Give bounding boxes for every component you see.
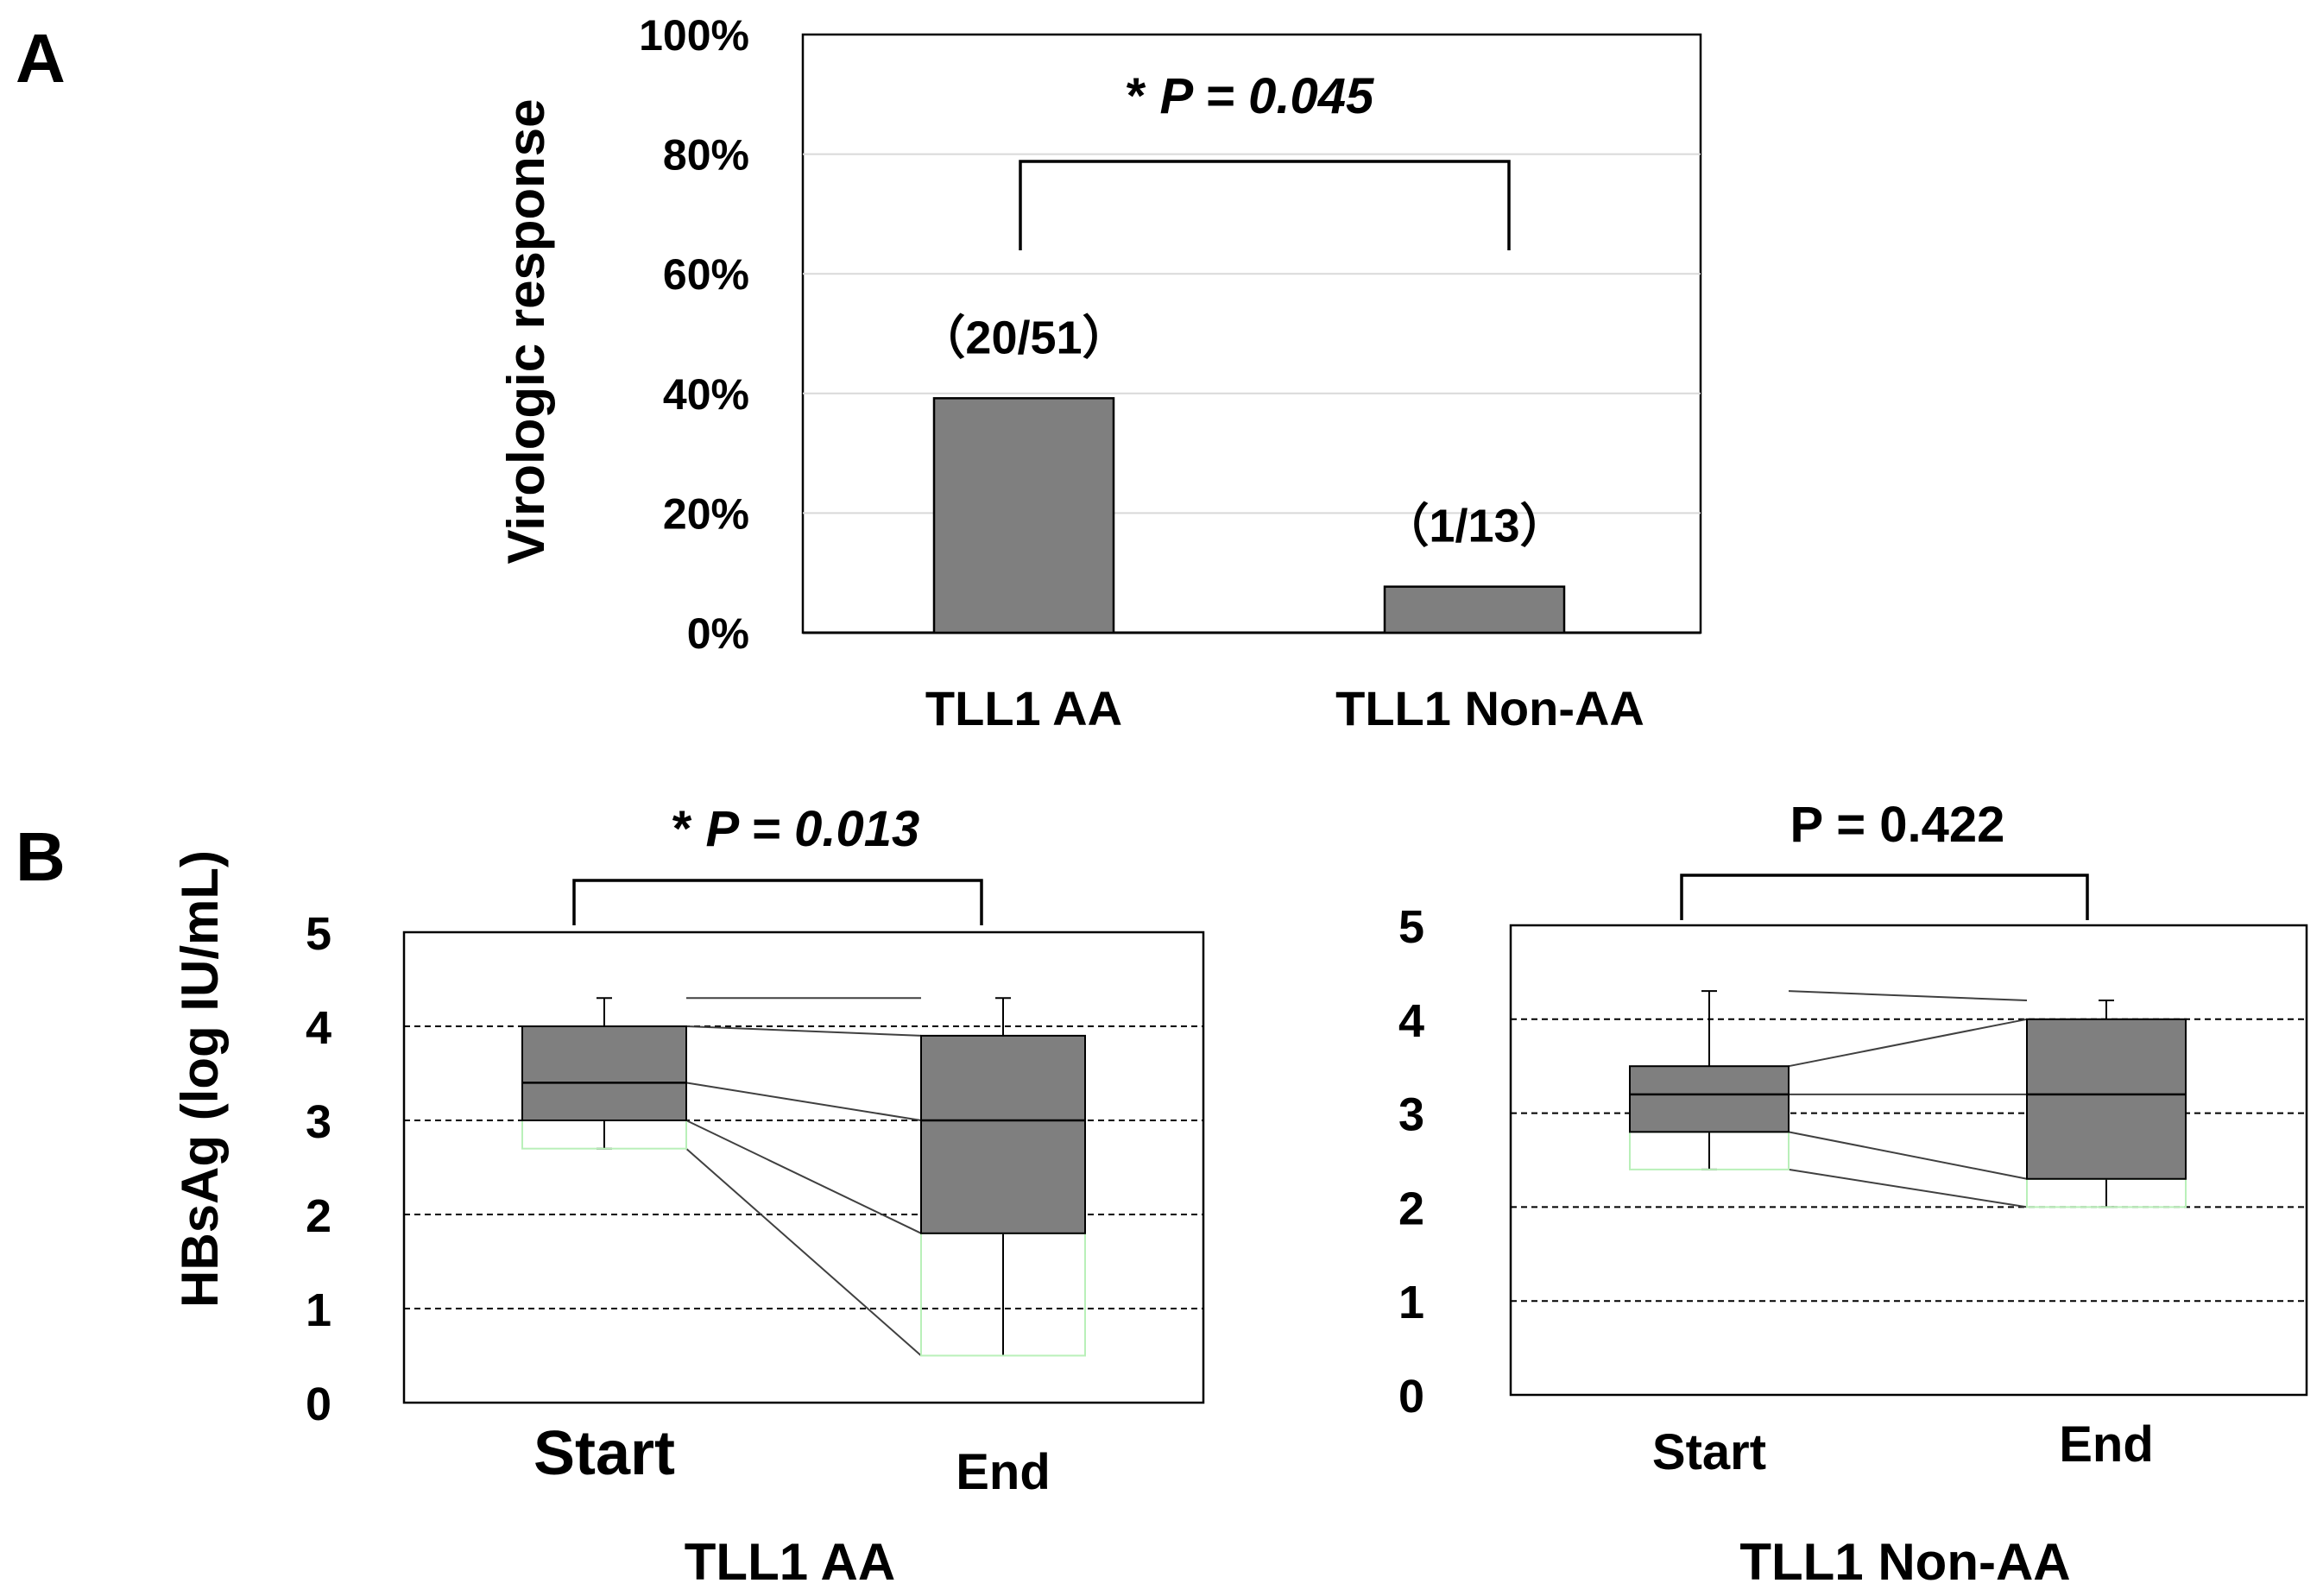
y-tick-label: 2 <box>306 1190 331 1242</box>
significance-label: P = 0.422 <box>1790 797 2005 853</box>
y-tick-label: 2 <box>1398 1183 1424 1234</box>
x-tick-label: TLL1 Non-AA <box>1335 681 1644 735</box>
chart-b-left: 0 1 2 3 4 5 Start End * P = 0.013 TLL1 AA HBsAg (l… <box>171 801 1205 1591</box>
y-axis-label: HBsAg (log IU/mL) <box>171 850 229 1308</box>
bar-value-label: （1/13） <box>1382 501 1566 552</box>
y-tick-label: 80% <box>663 131 749 180</box>
panel-b-label: B <box>16 818 66 895</box>
y-tick-label: 1 <box>306 1284 331 1336</box>
bar <box>932 397 1115 634</box>
y-tick-label: 100% <box>639 11 749 60</box>
x-tick-label: End <box>956 1444 1051 1500</box>
paired-line <box>685 1147 922 1357</box>
x-tick-label: End <box>2059 1416 2154 1473</box>
box <box>1629 1065 1790 1133</box>
y-tick-label: 3 <box>306 1096 331 1148</box>
significance-bracket <box>572 879 983 925</box>
chart-a: 0% 20% 40% 60% 80% 100% （20/51） TLL1 AA （1/13） TL… <box>497 11 1702 735</box>
y-tick-label: 5 <box>1398 901 1424 953</box>
paired-line <box>685 1025 922 1037</box>
box <box>2026 1018 2187 1180</box>
paired-line <box>1788 1018 2028 1068</box>
y-tick-label: 3 <box>1398 1089 1424 1141</box>
significance-label: * P = 0.013 <box>672 801 919 857</box>
y-tick-label: 1 <box>1398 1277 1424 1328</box>
bar-value-label: （20/51） <box>918 312 1128 363</box>
y-tick-label: 4 <box>1398 995 1424 1047</box>
box <box>920 1034 1086 1234</box>
significance-label: * P = 0.045 <box>1127 68 1374 124</box>
paired-line <box>1788 990 2028 1002</box>
paired-line <box>685 1120 922 1234</box>
significance-bracket <box>1680 874 2089 920</box>
paired-line <box>1788 1131 2028 1180</box>
y-tick-label: 5 <box>306 908 331 960</box>
chart-b-right: 0 1 2 3 4 5 Start End P = 0.422 TLL1 Non-AA <box>1398 797 2308 1591</box>
panel-a-label: A <box>16 20 66 97</box>
chart-title: TLL1 AA <box>685 1533 895 1591</box>
y-tick-label: 20% <box>663 489 749 538</box>
y-tick-label: 4 <box>306 1002 331 1054</box>
x-tick-label: Start <box>533 1419 675 1488</box>
x-tick-label: TLL1 AA <box>925 681 1122 735</box>
paired-line <box>685 1082 922 1121</box>
y-tick-label: 0 <box>1398 1371 1424 1423</box>
paired-line <box>1788 1168 2028 1208</box>
y-axis-label: Virologic response <box>497 98 555 564</box>
y-tick-label: 0% <box>687 609 749 658</box>
y-tick-label: 60% <box>663 250 749 299</box>
chart-title: TLL1 Non-AA <box>1739 1533 2070 1591</box>
y-tick-label: 0 <box>306 1378 331 1430</box>
box <box>521 1025 687 1121</box>
bar <box>1383 585 1566 634</box>
x-tick-label: Start <box>1652 1424 1766 1480</box>
y-tick-label: 40% <box>663 370 749 419</box>
significance-bracket <box>1019 160 1511 250</box>
